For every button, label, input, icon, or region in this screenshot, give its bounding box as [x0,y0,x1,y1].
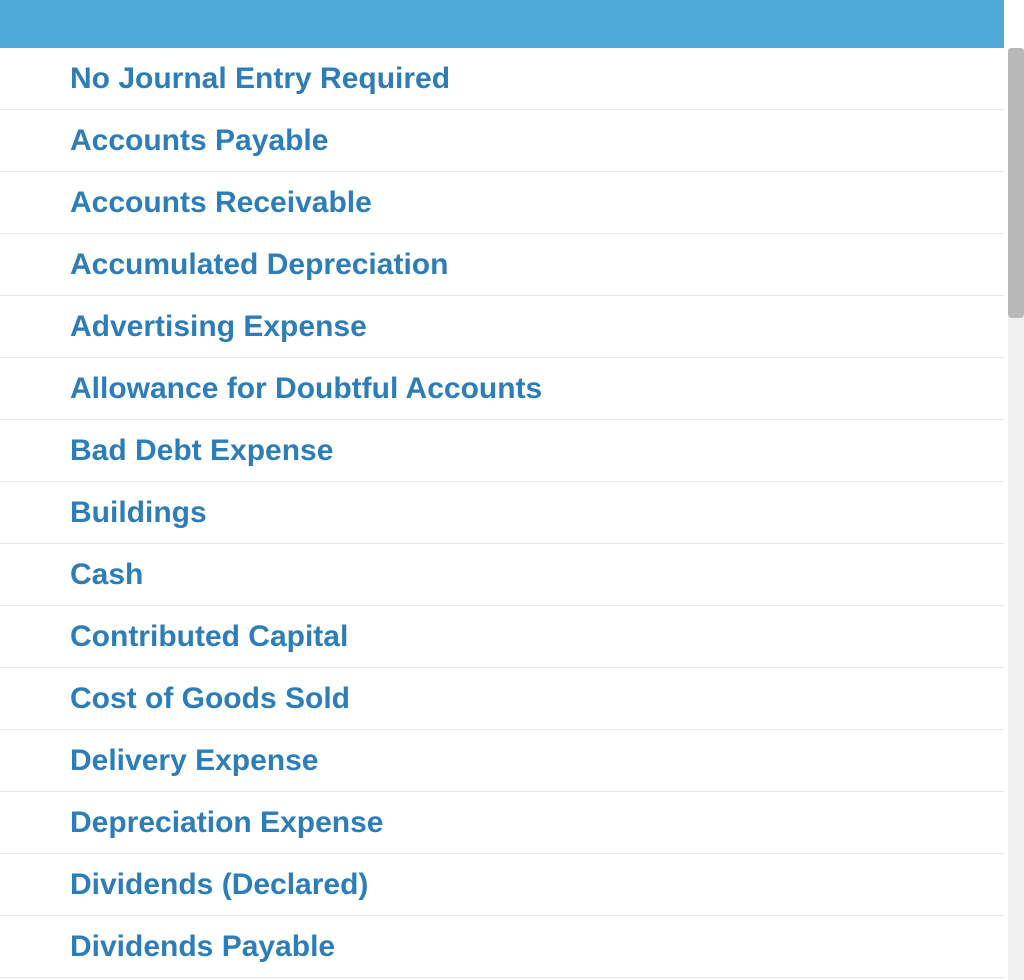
scrollbar-thumb[interactable] [1008,48,1024,318]
list-item[interactable]: Allowance for Doubtful Accounts [0,358,1004,420]
list-item[interactable]: Dividends Payable [0,916,1004,978]
list-item-label: Contributed Capital [70,620,348,654]
list-item[interactable]: Contributed Capital [0,606,1004,668]
list-item-label: Allowance for Doubtful Accounts [70,372,542,406]
list-item-label: Cost of Goods Sold [70,682,350,716]
list-item[interactable]: Cost of Goods Sold [0,668,1004,730]
list-item-label: Dividends (Declared) [70,868,368,902]
list-item-label: Accounts Receivable [70,186,372,220]
list-item-label: Cash [70,558,143,592]
list-item[interactable]: Bad Debt Expense [0,420,1004,482]
list-item[interactable]: Buildings [0,482,1004,544]
list-item-label: Buildings [70,496,207,530]
list-item[interactable]: Accumulated Depreciation [0,234,1004,296]
account-dropdown: No Journal Entry Required Accounts Payab… [0,0,1004,980]
account-list: No Journal Entry Required Accounts Payab… [0,48,1004,978]
list-item[interactable]: Cash [0,544,1004,606]
list-item[interactable]: Dividends (Declared) [0,854,1004,916]
list-item-label: Advertising Expense [70,310,367,344]
list-item[interactable]: Depreciation Expense [0,792,1004,854]
list-item[interactable]: Accounts Payable [0,110,1004,172]
dropdown-header-bar [0,0,1004,48]
list-item-label: No Journal Entry Required [70,62,450,96]
list-item[interactable]: Delivery Expense [0,730,1004,792]
list-item-label: Depreciation Expense [70,806,383,840]
list-item[interactable]: Advertising Expense [0,296,1004,358]
list-item-label: Accounts Payable [70,124,328,158]
list-item-label: Dividends Payable [70,930,335,964]
list-item[interactable]: Accounts Receivable [0,172,1004,234]
list-item[interactable]: No Journal Entry Required [0,48,1004,110]
list-item-label: Bad Debt Expense [70,434,333,468]
list-item-label: Delivery Expense [70,744,318,778]
list-item-label: Accumulated Depreciation [70,248,448,282]
